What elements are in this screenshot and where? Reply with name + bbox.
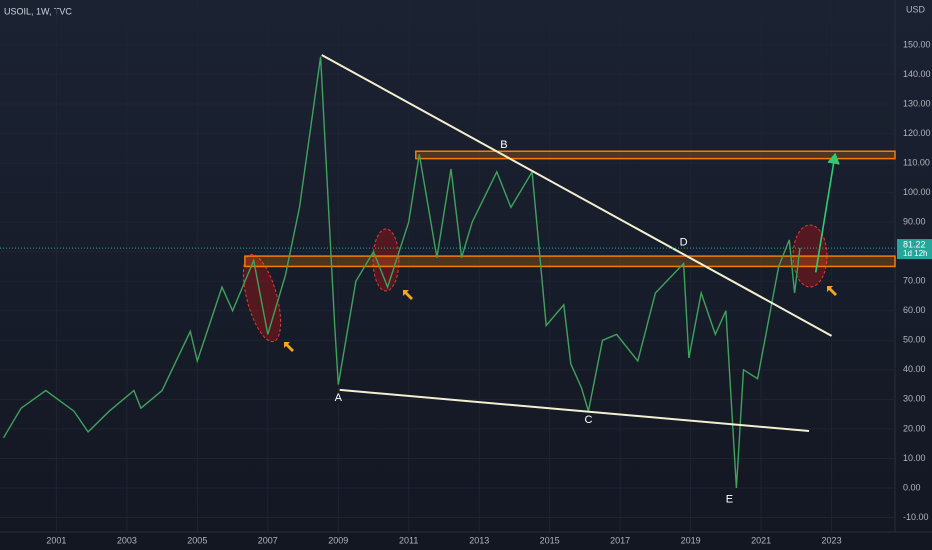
point-label: B [500,139,507,151]
trendline [339,388,810,432]
y-tick-label: 10.00 [903,453,926,463]
x-tick-label: 2021 [751,535,771,545]
x-tick-label: 2009 [328,535,348,545]
target-arrow [814,152,840,273]
grid [0,0,895,532]
x-tick-label: 2007 [258,535,278,545]
trendline [321,54,833,337]
y-tick-label: 110.00 [903,157,930,167]
y-tick-label: 40.00 [903,364,926,374]
x-tick-label: 2017 [610,535,630,545]
y-tick-label: 0.00 [903,482,921,492]
ellipse [242,253,282,343]
price-line [2,56,801,489]
last-price-label: 81.22 [903,239,926,249]
x-tick-label: 2015 [540,535,560,545]
y-tick-label: 30.00 [903,394,926,404]
y-tick-label: 70.00 [903,276,926,286]
last-price-box [897,239,932,260]
pointer-icons [284,286,837,352]
x-tick-label: 2023 [822,535,842,545]
x-tick-label: 2005 [187,535,207,545]
x-tick-label: 2011 [399,535,418,545]
y-tick-label: -10.00 [903,512,929,522]
symbol-title: USOIL, 1W, TVC [4,6,72,16]
y-tick-label: 50.00 [903,335,926,345]
y-tick-label: 130.00 [903,98,931,108]
y-tick-label: 20.00 [903,423,926,433]
y-tick-label: 120.00 [903,128,931,138]
y-tick-label: 90.00 [903,217,926,227]
x-tick-label: 2013 [469,535,489,545]
zone [415,150,896,160]
x-tick-label: 2003 [117,535,137,545]
y-tick-label: 100.00 [903,187,931,197]
point-label: D [680,237,688,249]
x-tick-label: 2019 [681,535,701,545]
point-label: C [584,414,592,426]
currency: USD [906,4,926,14]
zone [244,255,896,268]
pointer [827,286,837,296]
countdown-label: 1d 12h [903,249,927,258]
y-tick-label: 140.00 [903,69,931,79]
y-tick-label: 150.00 [903,39,931,49]
point-label: E [726,494,733,506]
y-tick-label: 60.00 [903,305,926,315]
pointer [284,342,294,352]
ellipse [372,228,400,292]
x-tick-label: 2001 [46,535,66,545]
point-label: A [335,392,343,404]
pointer [403,290,413,300]
